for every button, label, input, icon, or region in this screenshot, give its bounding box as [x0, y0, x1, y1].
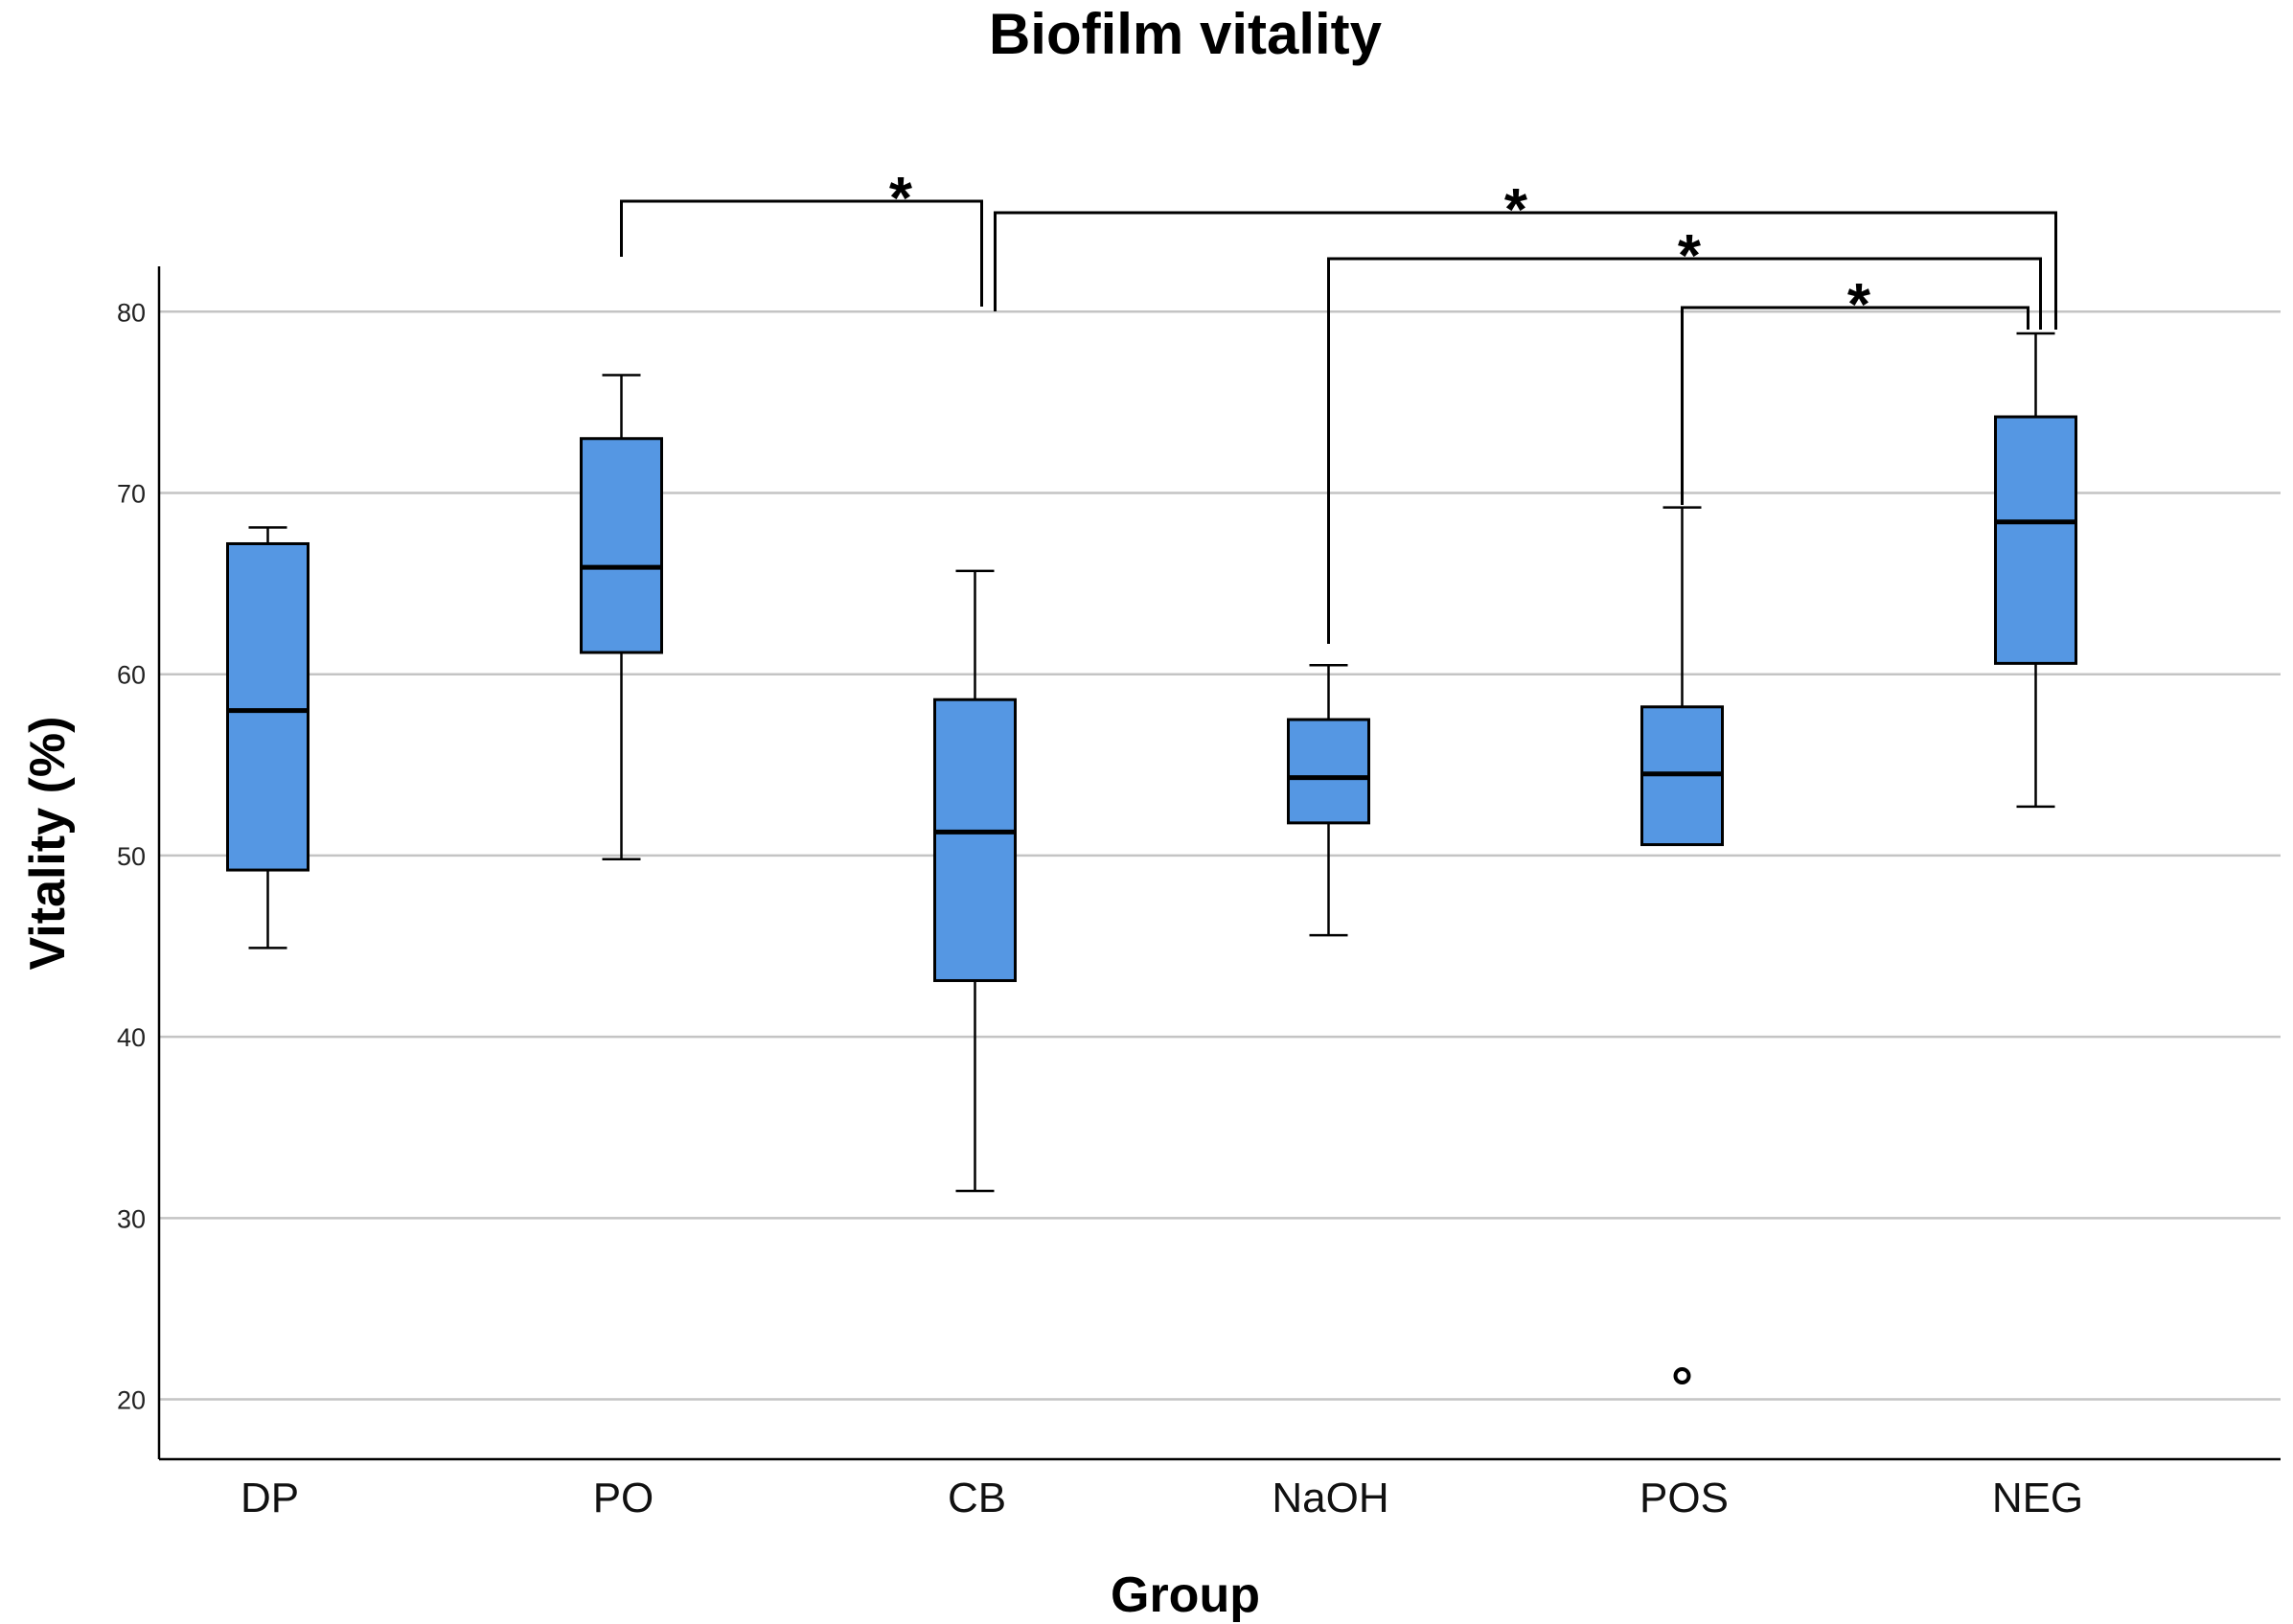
boxes — [226, 332, 2077, 1391]
box-group-dp — [226, 526, 310, 949]
x-axis-title: Group — [1111, 1567, 1260, 1623]
box-dp — [226, 541, 310, 872]
bracket-naoh-neg-star: * — [1678, 223, 1702, 289]
y-axis-title: Vitality (%) — [20, 717, 76, 971]
gridlines — [159, 310, 2281, 1401]
bracket-pos-neg-star: * — [1847, 272, 1871, 338]
box-cb — [933, 698, 1017, 982]
y-tick-label-40: 40 — [117, 1023, 146, 1052]
box-naoh — [1287, 718, 1370, 825]
bracket-cb-neg — [994, 211, 2057, 330]
x-tick-label-naoh: NaOH — [1272, 1475, 1388, 1521]
y-tick-label-20: 20 — [117, 1386, 146, 1415]
box-group-cb — [933, 569, 1017, 1193]
x-tick-labels: DP PO CB NaOH POS NEG — [241, 1475, 2083, 1521]
y-tick-labels: 20 30 40 50 60 70 80 — [117, 298, 146, 1414]
box-group-po — [580, 374, 663, 860]
bracket-po-cb-star: * — [889, 166, 913, 232]
x-tick-label-neg: NEG — [1992, 1475, 2083, 1521]
y-tick-label-30: 30 — [117, 1204, 146, 1233]
y-tick-label-80: 80 — [117, 298, 146, 327]
chart-title: Biofilm vitality — [989, 2, 1383, 66]
y-tick-label-50: 50 — [117, 842, 146, 871]
y-tick-label-60: 60 — [117, 661, 146, 690]
x-tick-label-po: PO — [593, 1475, 654, 1521]
box-group-naoh — [1287, 664, 1370, 937]
x-tick-label-pos: POS — [1639, 1475, 1729, 1521]
box-po — [580, 437, 663, 654]
bracket-pos-neg — [1681, 306, 2029, 505]
box-neg — [1994, 415, 2077, 665]
x-tick-label-dp: DP — [241, 1475, 299, 1521]
significance-brackets: * * * * — [620, 166, 2057, 644]
bracket-cb-neg-star: * — [1504, 177, 1528, 243]
box-group-pos — [1610, 506, 1754, 1391]
outlier-pos-0 — [1673, 1366, 1691, 1384]
x-tick-label-cb: CB — [948, 1475, 1006, 1521]
box-group-neg — [1994, 332, 2077, 809]
bracket-po-cb — [620, 199, 983, 307]
bracket-naoh-neg — [1327, 257, 2042, 644]
y-tick-label-70: 70 — [117, 480, 146, 509]
